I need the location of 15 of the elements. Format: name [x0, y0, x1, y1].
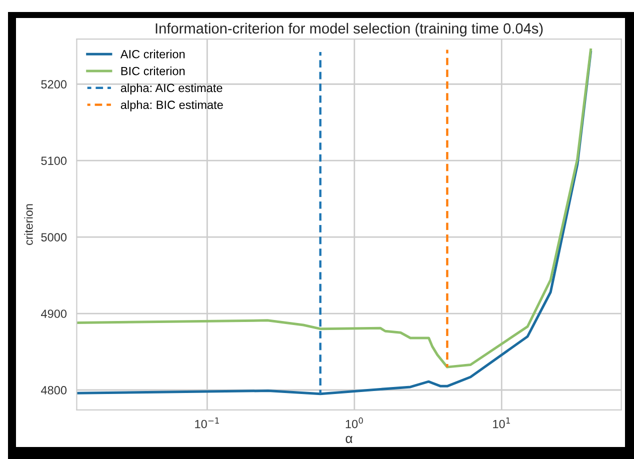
legend-label: alpha: BIC estimate [120, 100, 223, 112]
chart-title: Information-criterion for model selection (training time 0.04s) [156, 22, 543, 36]
y-axis-title: criterion [24, 204, 33, 245]
legend-label: BIC criterion [121, 66, 185, 76]
legend-label: alpha: AIC estimate [120, 83, 222, 94]
y-tick-label: 4800 [41, 386, 67, 394]
y-tick-label: 5200 [41, 80, 67, 89]
x-tick-label: 10$^{1}$ [493, 418, 510, 428]
y-tick-label: 5000 [41, 233, 67, 242]
legend-label: AIC criterion [120, 50, 185, 58]
x-axis-title: α [346, 436, 352, 444]
x-tick-label: 10$^{0}$ [346, 417, 363, 428]
y-tick-label: 5100 [41, 156, 67, 165]
y-tick-label: 4900 [41, 310, 67, 318]
x-tick-label: 10$^{−1}$ [195, 418, 219, 428]
